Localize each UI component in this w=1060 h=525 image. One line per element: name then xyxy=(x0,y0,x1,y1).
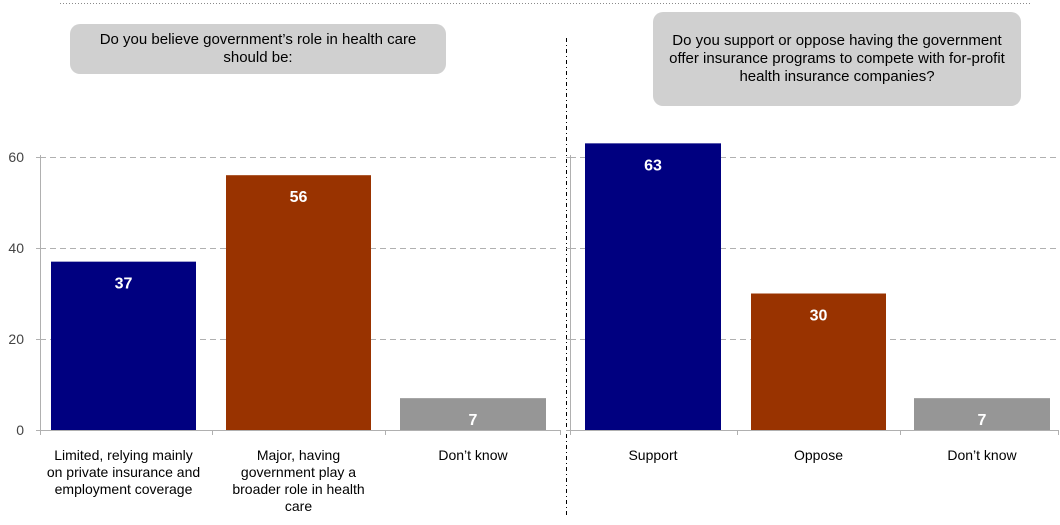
bar-3 xyxy=(400,398,546,430)
bar-2 xyxy=(226,175,371,430)
y-tick-label: 20 xyxy=(8,331,24,347)
data-label: 30 xyxy=(810,308,828,325)
y-tick-label: 60 xyxy=(8,149,24,165)
y-tick-label: 0 xyxy=(16,422,24,438)
right-question-callout: Do you support or oppose having the gove… xyxy=(653,12,1021,106)
data-label: 7 xyxy=(469,412,478,429)
category-label: Don’t know xyxy=(947,447,1017,463)
chart-panel-1: 0 20 40 60 37 Limited, relying mainly on priva… xyxy=(8,149,561,514)
bar-1 xyxy=(585,143,721,430)
data-label: 7 xyxy=(978,412,987,429)
data-label: 37 xyxy=(115,276,133,293)
category-label: Major, having government play a broader ro… xyxy=(232,447,364,514)
bar-2 xyxy=(751,293,886,430)
data-label: 63 xyxy=(644,157,662,174)
chart-panel-2: 63 Support 30 Oppose 7 Don’t know xyxy=(566,143,1059,463)
category-label: Don’t know xyxy=(438,447,508,463)
category-label: Support xyxy=(628,447,677,463)
left-question-callout: Do you believe government’s role in heal… xyxy=(70,24,446,74)
data-label: 56 xyxy=(290,189,308,206)
y-tick-label: 40 xyxy=(8,240,24,256)
bar-1 xyxy=(51,261,196,430)
category-label: Oppose xyxy=(794,447,843,463)
category-label: Limited, relying mainly on private insura… xyxy=(47,447,200,497)
bar-3 xyxy=(914,398,1050,430)
